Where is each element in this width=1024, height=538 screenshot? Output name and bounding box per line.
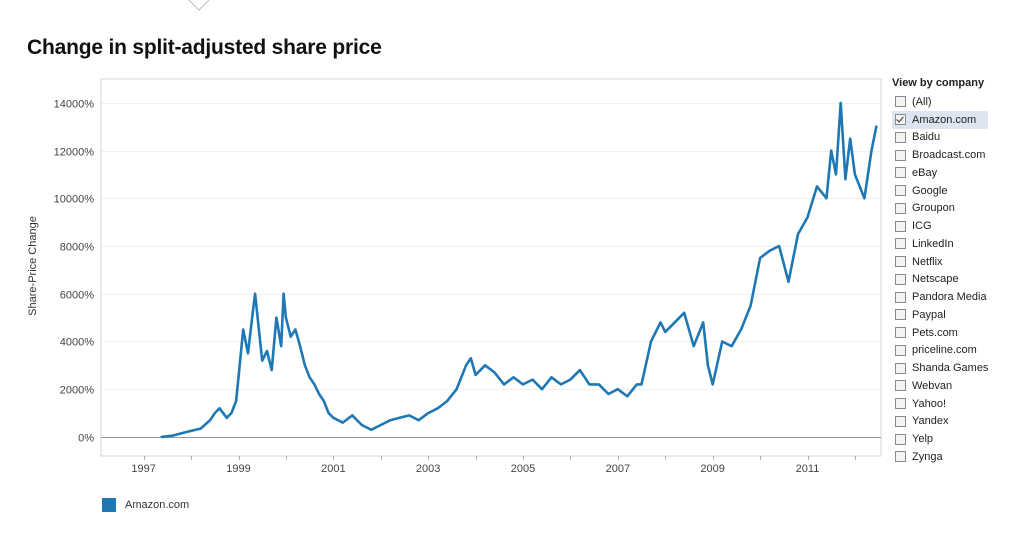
company-filter: View by company (All) Amazon.com Baidu Broa… [892, 77, 1020, 466]
filter-option[interactable]: eBay [892, 164, 1020, 182]
checkbox[interactable] [895, 291, 906, 303]
filter-option[interactable]: Yelp [892, 430, 1020, 448]
filter-option-label: Yelp [912, 433, 934, 446]
filter-option[interactable]: Netscape [892, 271, 1020, 289]
checkbox[interactable] [895, 149, 906, 161]
y-tick-label: 4000% [60, 337, 94, 349]
x-tick-label: 2001 [321, 463, 345, 475]
filter-option[interactable]: priceline.com [892, 342, 1020, 360]
filter-option-label: Netflix [912, 255, 943, 268]
y-tick-label: 8000% [60, 242, 94, 254]
series-line-amazon [160, 101, 878, 439]
filter-option[interactable]: Yahoo! [892, 395, 1020, 413]
y-tick-label: 0% [78, 433, 94, 445]
filter-option-label: eBay [912, 166, 938, 179]
checkbox[interactable] [895, 256, 906, 268]
x-axis-ticks: 1997 1999 2001 2003 2005 2007 2009 2011 [131, 456, 856, 475]
filter-option-label: priceline.com [912, 344, 977, 357]
checkbox[interactable] [895, 238, 906, 250]
filter-options-list: (All) Amazon.com Baidu Broadcast.com eBay Goo… [892, 93, 1020, 466]
filter-option[interactable]: ICG [892, 217, 1020, 235]
filter-option-label: Pandora Media [912, 291, 987, 304]
x-tick-label: 2009 [700, 463, 724, 475]
legend-label: Amazon.com [125, 499, 190, 511]
checkbox[interactable] [895, 96, 906, 108]
filter-option-label: Pets.com [912, 326, 958, 339]
y-tick-label: 10000% [54, 194, 95, 206]
y-tick-label: 6000% [60, 290, 94, 302]
filter-option[interactable]: (All) [892, 93, 1020, 111]
x-tick-label: 2003 [416, 463, 440, 475]
filter-option[interactable]: Zynga [892, 448, 1020, 466]
checkbox[interactable] [895, 327, 906, 339]
x-tick-label: 1999 [226, 463, 250, 475]
filter-option-label: Netscape [912, 273, 959, 286]
panel-notch [188, 0, 210, 11]
checkbox-checked[interactable] [895, 114, 906, 126]
checkbox[interactable] [895, 344, 906, 356]
y-tick-label: 2000% [60, 385, 94, 397]
filter-option[interactable]: Netflix [892, 253, 1020, 271]
filter-option[interactable]: Yandex [892, 413, 1020, 431]
y-tick-label: 12000% [54, 147, 95, 159]
filter-option[interactable]: Webvan [892, 377, 1020, 395]
checkbox[interactable] [895, 273, 906, 285]
x-tick-label: 2011 [796, 463, 820, 475]
filter-option-label: Baidu [912, 131, 941, 144]
x-tick-label: 2007 [606, 463, 630, 475]
chart-legend: Amazon.com [102, 498, 189, 512]
series-group [160, 101, 878, 439]
filter-option-label: Amazon.com [912, 113, 977, 126]
filter-option[interactable]: Shanda Games [892, 359, 1020, 377]
filter-option-label: Broadcast.com [912, 149, 986, 162]
filter-option[interactable]: Broadcast.com [892, 146, 1020, 164]
filter-option[interactable]: LinkedIn [892, 235, 1020, 253]
checkbox[interactable] [895, 185, 906, 197]
filter-option-label: Paypal [912, 308, 946, 321]
filter-option-label: Google [912, 184, 948, 197]
checkbox[interactable] [895, 202, 906, 214]
x-tick-label: 2005 [511, 463, 535, 475]
legend-swatch [102, 498, 116, 512]
line-chart: 1997 1999 2001 2003 2005 2007 2009 2011 0% 2000%… [27, 78, 882, 475]
filter-option-label: Yahoo! [912, 397, 947, 410]
filter-option[interactable]: Pandora Media [892, 288, 1020, 306]
checkbox[interactable] [895, 451, 906, 463]
checkbox[interactable] [895, 398, 906, 410]
checkbox[interactable] [895, 362, 906, 374]
filter-option-label: Webvan [912, 379, 953, 392]
filter-option-label: Groupon [912, 202, 955, 215]
x-tick-label: 1997 [131, 463, 155, 475]
checkbox[interactable] [895, 131, 906, 143]
checkbox[interactable] [895, 309, 906, 321]
checkbox[interactable] [895, 380, 906, 392]
filter-option[interactable]: Paypal [892, 306, 1020, 324]
filter-title: View by company [892, 77, 985, 89]
filter-option[interactable]: Pets.com [892, 324, 1020, 342]
filter-option-label: Yandex [912, 415, 949, 428]
filter-option[interactable]: Amazon.com [892, 110, 988, 129]
filter-option-label: Shanda Games [912, 362, 989, 375]
checkbox[interactable] [895, 433, 906, 445]
checkbox[interactable] [895, 220, 906, 232]
filter-option-label: (All) [912, 95, 932, 108]
checkbox[interactable] [895, 167, 906, 179]
filter-option-label: LinkedIn [912, 237, 954, 250]
y-axis-label: Share-Price Change [27, 216, 39, 316]
filter-option[interactable]: Groupon [892, 200, 1020, 218]
plot-frame [100, 78, 882, 457]
filter-option-label: Zynga [912, 450, 943, 463]
filter-option-label: ICG [912, 220, 932, 233]
chart-axes [100, 78, 882, 457]
chart-grid [101, 103, 881, 390]
page-title: Change in split-adjusted share price [27, 36, 382, 59]
y-axis-ticks: 0% 2000% 4000% 6000% 8000% 10000% 12000% 14000% [54, 99, 95, 445]
checkbox[interactable] [895, 415, 906, 427]
y-tick-label: 14000% [54, 99, 95, 111]
filter-option[interactable]: Google [892, 182, 1020, 200]
filter-option[interactable]: Baidu [892, 129, 1020, 147]
